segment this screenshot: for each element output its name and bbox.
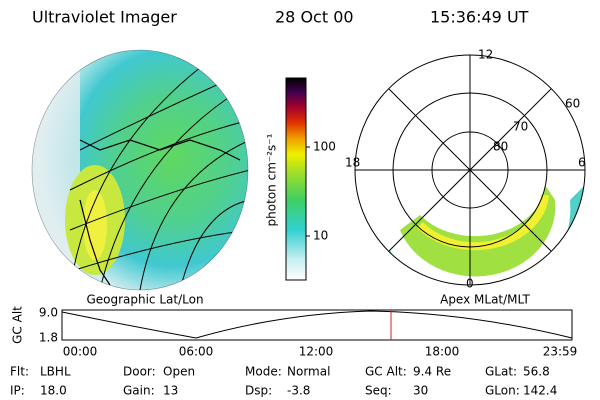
x-ticks: 00:00 06:00 12:00 18:00 23:59 xyxy=(63,345,578,359)
field-label: GLon: xyxy=(485,384,520,398)
x-tick-label: 18:00 xyxy=(425,345,460,359)
geo-limb xyxy=(31,49,249,291)
field-label: Door: xyxy=(123,365,156,379)
mlt-label: 12 xyxy=(478,48,493,62)
field-value: 56.8 xyxy=(523,365,550,379)
polar-caption: Apex MLat/MLT xyxy=(440,293,530,307)
time: 15:36:49 UT xyxy=(430,8,529,27)
lat-label: 80 xyxy=(493,140,508,154)
field-value: Normal xyxy=(287,365,330,379)
polar-image xyxy=(360,180,585,285)
field-label: Seq: xyxy=(365,384,392,398)
field-value: 9.4 Re xyxy=(413,365,451,379)
x-tick-label: 00:00 xyxy=(63,345,98,359)
y-tick-label: 1.8 xyxy=(39,331,58,345)
field-value: LBHL xyxy=(40,365,71,379)
x-tick-label: 06:00 xyxy=(179,345,214,359)
field-value: Open xyxy=(163,365,195,379)
field-value: 13 xyxy=(163,384,178,398)
lat-label: 60 xyxy=(565,97,580,111)
field-label: IP: xyxy=(10,384,25,398)
colorbar-tick-label: 10 xyxy=(313,229,328,243)
mlt-label: 18 xyxy=(345,156,360,170)
field-label: Flt: xyxy=(10,365,29,379)
colorbar xyxy=(285,77,307,281)
field-value: 142.4 xyxy=(523,384,557,398)
altitude-curve xyxy=(61,310,573,339)
mlt-label: 6 xyxy=(578,156,586,170)
colorbar-label: photon cm⁻²s⁻¹ xyxy=(265,133,279,226)
title: Ultraviolet Imager xyxy=(32,8,177,27)
field-value: -3.8 xyxy=(287,384,310,398)
field-value: 30 xyxy=(413,384,428,398)
field-label: GLat: xyxy=(485,365,517,379)
altitude-frame xyxy=(61,309,573,341)
mlt-label: 0 xyxy=(466,277,474,291)
x-tick-label: 23:59 xyxy=(543,345,578,359)
date: 28 Oct 00 xyxy=(275,8,354,27)
lat-label: 70 xyxy=(513,120,528,134)
colorbar-tick-label: 100 xyxy=(313,140,336,154)
field-label: Mode: xyxy=(245,365,282,379)
geo-image xyxy=(32,50,248,290)
field-value: 18.0 xyxy=(40,384,67,398)
y-axis-label: GC Alt xyxy=(11,306,25,344)
geo-caption: Geographic Lat/Lon xyxy=(86,293,203,307)
x-tick-label: 12:00 xyxy=(299,345,334,359)
footer: Flt: LBHL Door: Open Mode: Normal GC Alt: 9.4 R… xyxy=(10,365,557,398)
polar-grid xyxy=(354,54,586,286)
field-label: GC Alt: xyxy=(365,365,407,379)
field-label: Gain: xyxy=(123,384,155,398)
field-label: Dsp: xyxy=(245,384,272,398)
y-tick-label: 9.0 xyxy=(39,306,58,320)
